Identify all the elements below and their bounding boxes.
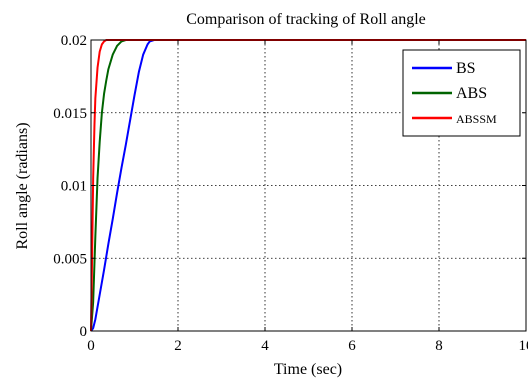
y-tick-label: 0.005 <box>53 251 87 267</box>
y-tick-label: 0.015 <box>53 106 87 122</box>
series-line-bs <box>90 39 526 332</box>
x-tick-label: 2 <box>174 338 182 354</box>
legend: BS ABS ABSSM <box>402 49 521 137</box>
legend-label-abs: ABS <box>456 85 487 102</box>
axis-ticks: 0 2 4 6 8 10 0 0.005 0.01 0.015 0.02 <box>53 33 528 354</box>
y-axis-label: Roll angle (radians) <box>14 122 31 249</box>
y-tick-label: 0.01 <box>61 179 87 195</box>
legend-label-abssm: ABSSM <box>456 112 497 126</box>
grid-lines <box>91 40 526 331</box>
x-tick-label: 8 <box>435 338 443 354</box>
x-tick-label: 4 <box>261 338 269 354</box>
legend-label-bs: BS <box>456 60 476 77</box>
x-tick-label: 0 <box>87 338 95 354</box>
x-tick-label: 6 <box>348 338 356 354</box>
x-tick-label: 10 <box>519 338 528 354</box>
chart-title: Comparison of tracking of Roll angle <box>186 11 426 28</box>
y-tick-label: 0.02 <box>61 33 87 49</box>
x-axis-label: Time (sec) <box>274 361 342 378</box>
y-tick-label: 0 <box>80 324 88 340</box>
